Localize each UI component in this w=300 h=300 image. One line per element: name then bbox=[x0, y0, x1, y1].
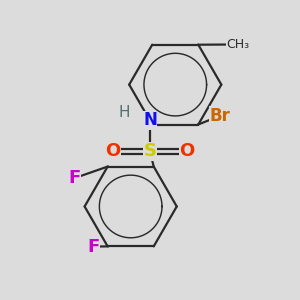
Text: O: O bbox=[179, 142, 195, 160]
Text: Br: Br bbox=[209, 107, 230, 125]
Text: S: S bbox=[143, 142, 157, 160]
Text: CH₃: CH₃ bbox=[226, 38, 249, 51]
Text: O: O bbox=[105, 142, 121, 160]
Text: N: N bbox=[143, 111, 157, 129]
Text: F: F bbox=[87, 238, 100, 256]
Text: F: F bbox=[68, 169, 80, 187]
Text: H: H bbox=[119, 105, 130, 120]
